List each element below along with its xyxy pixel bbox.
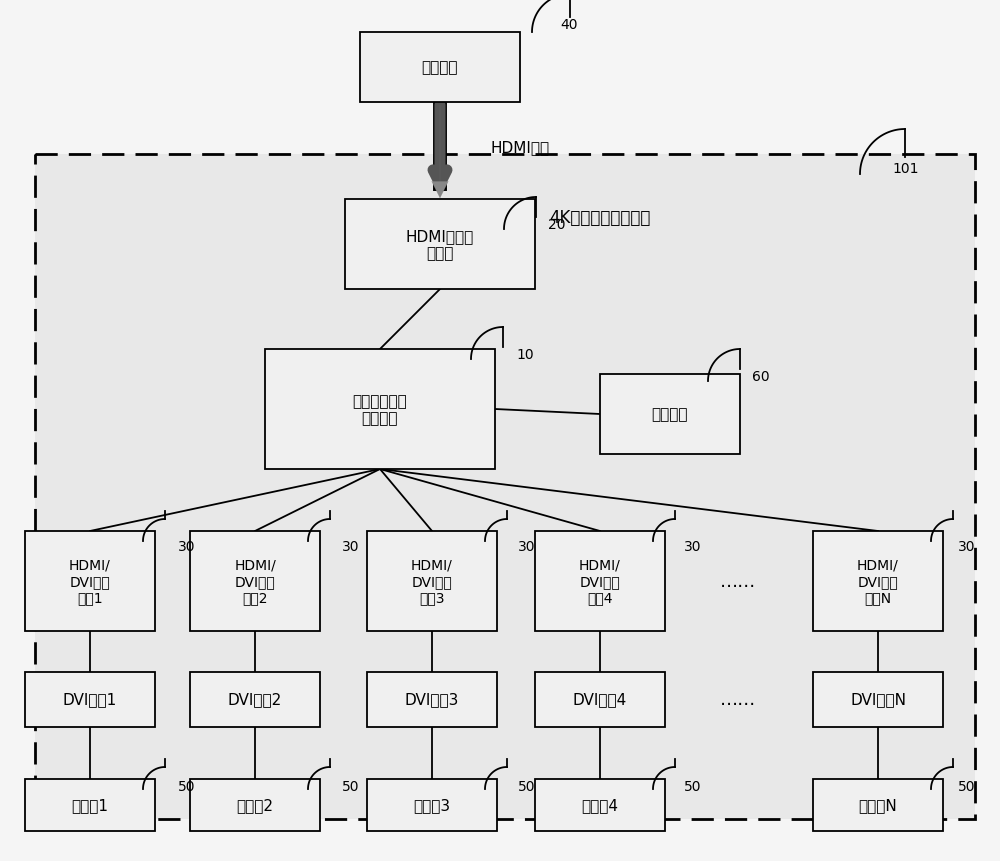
Text: 50: 50 — [518, 779, 536, 793]
Text: 50: 50 — [684, 779, 702, 793]
Text: 10: 10 — [516, 348, 534, 362]
Text: 现场可编程门
阵列芯片: 现场可编程门 阵列芯片 — [353, 393, 407, 425]
Text: HDMI接口: HDMI接口 — [490, 140, 549, 155]
Text: 30: 30 — [178, 539, 196, 554]
Bar — [190, 779, 320, 831]
Text: 50: 50 — [178, 779, 196, 793]
Text: HDMI/
DVI编码
芯片3: HDMI/ DVI编码 芯片3 — [411, 558, 453, 604]
Bar — [535, 531, 665, 631]
Bar — [25, 779, 155, 831]
Text: 4K液晶电视拼接装置: 4K液晶电视拼接装置 — [549, 208, 651, 226]
Bar — [535, 672, 665, 727]
Text: HDMI视频解
码芯片: HDMI视频解 码芯片 — [406, 228, 474, 261]
Bar — [367, 531, 497, 631]
Text: 50: 50 — [958, 779, 976, 793]
Text: 显示屏4: 显示屏4 — [582, 797, 618, 813]
Text: 60: 60 — [752, 369, 770, 383]
Bar — [25, 531, 155, 631]
Text: 显示屏N: 显示屏N — [859, 797, 897, 813]
Bar — [813, 672, 943, 727]
Text: HDMI/
DVI编码
芯片4: HDMI/ DVI编码 芯片4 — [579, 558, 621, 604]
Text: 30: 30 — [342, 539, 360, 554]
Text: 显示屏2: 显示屏2 — [237, 797, 274, 813]
Text: 30: 30 — [684, 539, 702, 554]
Text: 显示屏3: 显示屏3 — [413, 797, 451, 813]
Text: 显示屏1: 显示屏1 — [72, 797, 108, 813]
Bar — [35, 155, 975, 819]
Text: 101: 101 — [892, 162, 918, 176]
Text: DVI接口N: DVI接口N — [850, 691, 906, 707]
Text: ……: …… — [720, 691, 756, 709]
Bar — [367, 672, 497, 727]
Text: 20: 20 — [548, 218, 566, 232]
Text: HDMI/
DVI编码
芯片N: HDMI/ DVI编码 芯片N — [857, 558, 899, 604]
Text: HDMI/
DVI编码
芯片2: HDMI/ DVI编码 芯片2 — [234, 558, 276, 604]
Text: 50: 50 — [342, 779, 360, 793]
Text: 播放主机: 播放主机 — [422, 60, 458, 76]
Text: 30: 30 — [958, 539, 976, 554]
Text: DVI接口1: DVI接口1 — [63, 691, 117, 707]
Text: ……: …… — [720, 573, 756, 591]
Text: DVI接口4: DVI接口4 — [573, 691, 627, 707]
Bar — [813, 531, 943, 631]
Bar — [35, 155, 975, 819]
Text: 40: 40 — [560, 18, 578, 32]
Bar — [360, 33, 520, 102]
Bar — [265, 350, 495, 469]
Bar — [600, 375, 740, 455]
Text: 存储芯片: 存储芯片 — [652, 407, 688, 422]
Bar — [190, 672, 320, 727]
Bar — [535, 779, 665, 831]
Bar — [345, 200, 535, 289]
Text: 30: 30 — [518, 539, 536, 554]
Text: HDMI/
DVI编码
芯片1: HDMI/ DVI编码 芯片1 — [69, 558, 111, 604]
Bar — [813, 779, 943, 831]
Bar — [367, 779, 497, 831]
Text: DVI接口3: DVI接口3 — [405, 691, 459, 707]
Bar — [25, 672, 155, 727]
Text: DVI接口2: DVI接口2 — [228, 691, 282, 707]
Bar — [190, 531, 320, 631]
